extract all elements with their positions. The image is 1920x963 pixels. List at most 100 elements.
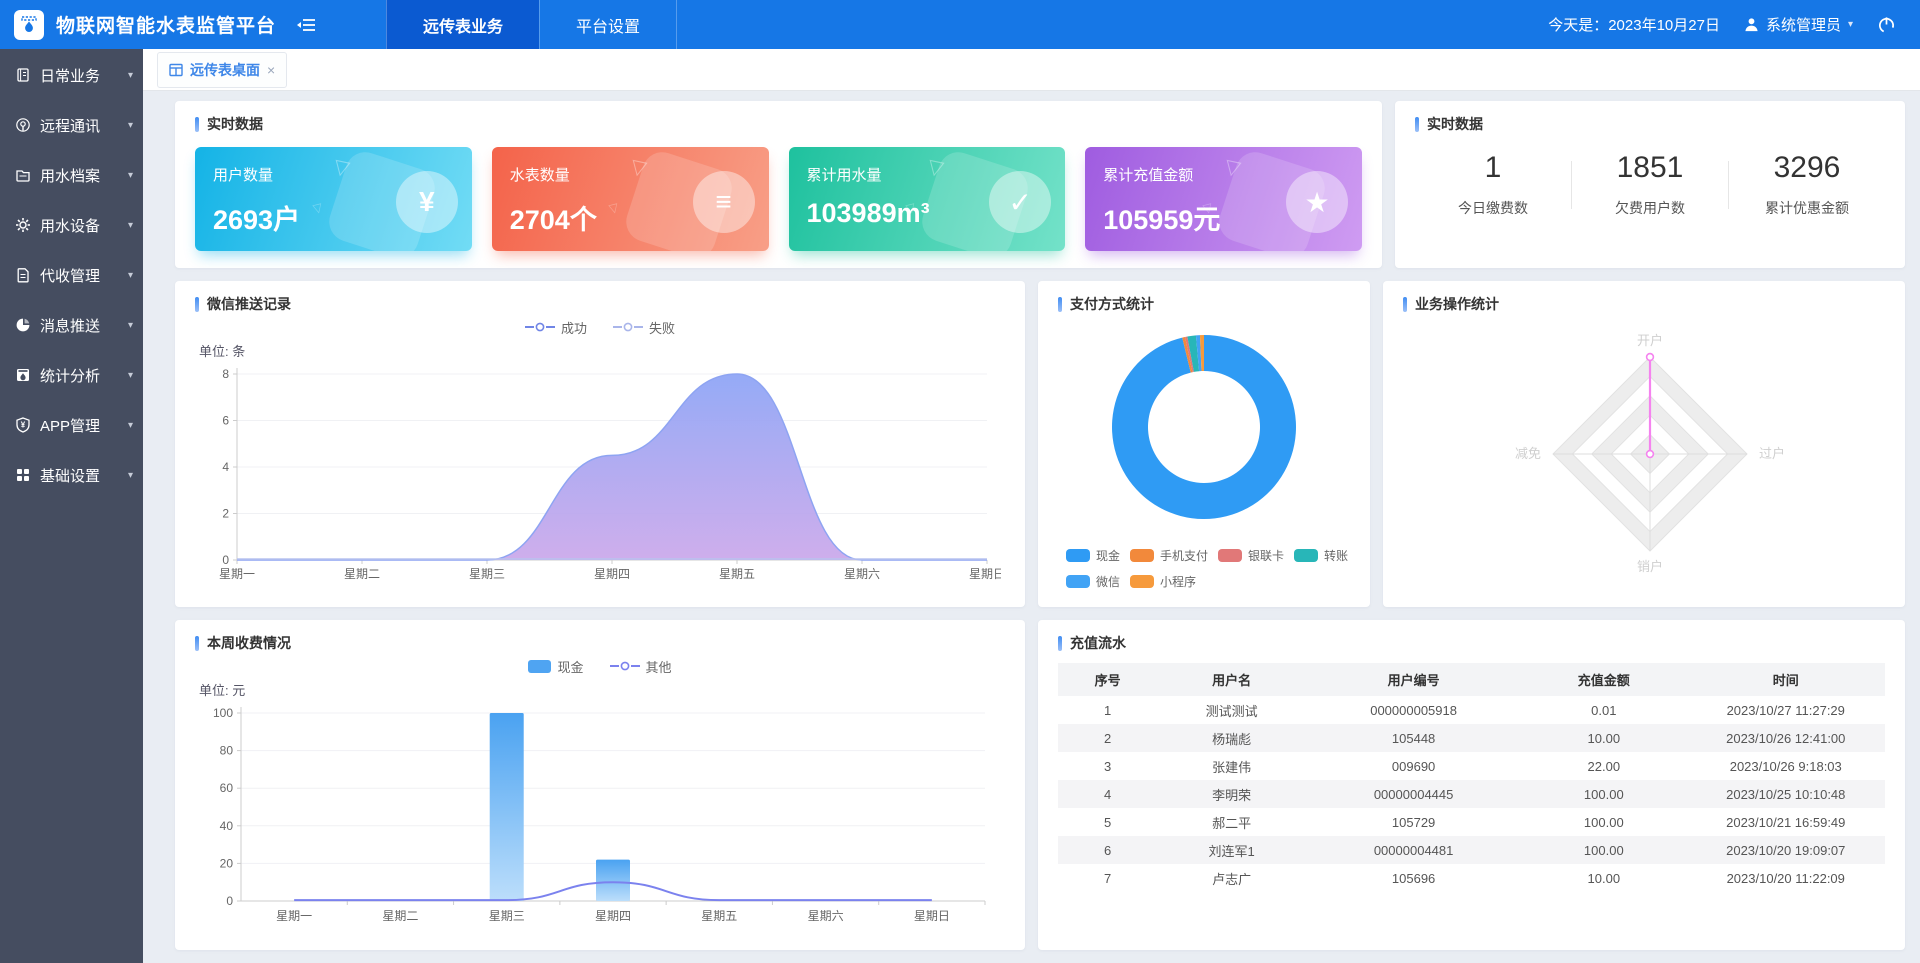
yuan-circle-icon: ¥ xyxy=(395,171,458,233)
sidebar-item-label: 用水设备 xyxy=(40,217,101,235)
svg-text:星期三: 星期三 xyxy=(469,567,505,581)
sidebar-item-water-archive[interactable]: 用水档案 ▾ xyxy=(0,150,143,200)
svg-text:80: 80 xyxy=(220,744,234,758)
app-title: 物联网智能水表监管平台 xyxy=(56,16,277,37)
legend-item-转账[interactable]: 转账 xyxy=(1294,547,1348,564)
sidebar-item-stats-analysis[interactable]: 统计分析 ▾ xyxy=(0,350,143,400)
power-icon[interactable] xyxy=(1877,15,1896,34)
table-cell: 2023/10/26 9:18:03 xyxy=(1729,758,1842,774)
nav-tab-1[interactable]: 平台设置 xyxy=(539,0,678,49)
sidebar-item-label: 代收管理 xyxy=(40,267,101,285)
sidebar-item-collection-mgmt[interactable]: 代收管理 ▾ xyxy=(0,250,143,300)
message-push-icon xyxy=(16,318,30,332)
legend-item-银联卡[interactable]: 银联卡 xyxy=(1218,547,1284,564)
wechat-chart-legend: 成功 失败 xyxy=(195,317,1005,337)
chevron-down-icon: ▾ xyxy=(127,69,133,81)
close-icon[interactable]: × xyxy=(267,61,276,78)
table-cell: 2023/10/27 11:27:29 xyxy=(1726,702,1845,718)
collection-mgmt-icon xyxy=(17,268,29,283)
legend-item-现金[interactable]: 现金 xyxy=(1066,547,1120,564)
nav-tab-0[interactable]: 远传表业务 xyxy=(386,0,540,49)
svg-text:0: 0 xyxy=(222,553,229,567)
sidebar-item-remote-comm[interactable]: 远程通讯 ▾ xyxy=(0,100,143,150)
legend-label: 其他 xyxy=(645,659,672,675)
legend-item-成功[interactable]: 成功 xyxy=(524,317,587,337)
table-row: 7 卢志广 105696 10.00 2023/10/20 11:22:09 xyxy=(1058,864,1885,892)
meter-card-icon: ≡ xyxy=(692,171,755,233)
legend-swatch xyxy=(1130,575,1155,588)
sidebar-item-message-push[interactable]: 消息推送 ▾ xyxy=(0,300,143,350)
stat-card-label: 累计用水量 xyxy=(806,167,882,184)
column-header-4: 时间 xyxy=(1686,663,1885,696)
stat-value: 1851 xyxy=(1616,151,1684,184)
panel-title-recharge-flow: 充值流水 xyxy=(1070,635,1126,651)
table-cell: 测试测试 xyxy=(1205,703,1258,719)
realtime-stats: 1 今日缴费数 1851 欠费用户数 3296 累计优惠金额 xyxy=(1415,151,1885,218)
sidebar-item-daily-business[interactable]: 日常业务 ▾ xyxy=(0,50,143,100)
water-device-icon xyxy=(16,218,30,232)
water-archive-icon xyxy=(16,170,30,182)
legend-item-失败[interactable]: 失败 xyxy=(613,317,675,337)
sidebar-item-label: 日常业务 xyxy=(40,67,101,85)
stat-card-value: 103989m³ xyxy=(806,198,930,228)
check-icon: ✓ xyxy=(989,171,1052,233)
legend-label: 现金 xyxy=(1096,549,1121,563)
chevron-down-icon: ▾ xyxy=(1847,19,1853,30)
svg-text:星期三: 星期三 xyxy=(489,909,525,923)
table-cell: 2023/10/25 10:10:48 xyxy=(1686,780,1885,808)
header-nav-tabs: 远传表业务 平台设置 xyxy=(386,0,678,49)
legend-item-其他[interactable]: 其他 xyxy=(609,656,672,676)
legend-item-微信[interactable]: 微信 xyxy=(1066,573,1120,590)
stat-card-users: ▽ ▽ ¥ 用户数量 2693户 xyxy=(195,147,472,251)
legend-item-现金[interactable]: 现金 xyxy=(528,656,584,676)
svg-text:星期六: 星期六 xyxy=(808,909,844,923)
legend-label: 手机支付 xyxy=(1160,549,1209,563)
panel-weekly-fees: 本周收费情况 现金 其他 单位: 元 0 20 40 60 80 100 星期一 星期二 星期三 星… xyxy=(175,620,1025,950)
svg-text:星期二: 星期二 xyxy=(344,567,380,581)
page-tabbar: 远传表桌面 × xyxy=(143,49,1920,91)
column-header-3: 充值金额 xyxy=(1521,663,1687,696)
svg-text:星期五: 星期五 xyxy=(719,567,755,581)
unit-label: 单位: 条 xyxy=(199,344,246,359)
chevron-down-icon: ▾ xyxy=(127,369,133,381)
stat-label: 累计优惠金额 xyxy=(1765,200,1849,216)
chevron-down-icon: ▾ xyxy=(127,169,133,181)
svg-text:开户: 开户 xyxy=(1637,333,1663,348)
sidebar-item-label: 基础设置 xyxy=(40,467,101,485)
stat-card-value: 2704个 xyxy=(509,205,597,235)
table-cell: 10.00 xyxy=(1587,870,1621,886)
table-cell: 5 xyxy=(1104,814,1112,830)
sidebar-item-water-device[interactable]: 用水设备 ▾ xyxy=(0,200,143,250)
tab-remote-meter-desktop[interactable]: 远传表桌面 × xyxy=(157,51,288,88)
chevron-down-icon: ▾ xyxy=(127,319,133,331)
table-row: 1 测试测试 000000005918 0.01 2023/10/27 11:27:29 xyxy=(1058,696,1885,724)
svg-text:销户: 销户 xyxy=(1637,559,1663,574)
sidebar-item-app-mgmt[interactable]: ¥ APP管理 ▾ xyxy=(0,400,143,450)
weekly-fees-legend: 现金 其他 xyxy=(195,656,1005,676)
svg-text:6: 6 xyxy=(222,414,229,428)
column-header-2: 用户编号 xyxy=(1306,663,1522,696)
legend-label: 微信 xyxy=(1096,575,1121,589)
user-menu[interactable]: 系统管理员 ▾ xyxy=(1744,14,1853,35)
column-header-0: 序号 xyxy=(1058,663,1158,696)
table-cell: 22.00 xyxy=(1587,758,1621,774)
chevron-down-icon: ▾ xyxy=(127,469,133,481)
table-cell: 4 xyxy=(1058,780,1158,808)
panel-title-payment: 支付方式统计 xyxy=(1070,296,1154,312)
realtime-stat-1: 1851 欠费用户数 xyxy=(1572,151,1728,218)
title-accent-bar xyxy=(195,635,199,651)
sidebar-item-basic-settings[interactable]: 基础设置 ▾ xyxy=(0,450,143,500)
line-marker-icon xyxy=(609,661,640,671)
legend-item-手机支付[interactable]: 手机支付 xyxy=(1130,547,1208,564)
table-cell: 000000005918 xyxy=(1370,702,1457,718)
tab-label: 远传表桌面 xyxy=(190,61,260,78)
collapse-menu-icon[interactable] xyxy=(296,17,316,33)
remote-comm-icon xyxy=(16,118,30,132)
table-cell: 2023/10/20 19:09:07 xyxy=(1686,836,1885,864)
table-cell: 2023/10/20 11:22:09 xyxy=(1726,870,1845,886)
stat-label: 今日缴费数 xyxy=(1458,200,1528,216)
legend-item-小程序[interactable]: 小程序 xyxy=(1130,573,1196,590)
sidebar-item-label: 统计分析 xyxy=(40,367,101,385)
stat-value: 3296 xyxy=(1773,151,1841,184)
title-accent-bar xyxy=(195,116,199,132)
